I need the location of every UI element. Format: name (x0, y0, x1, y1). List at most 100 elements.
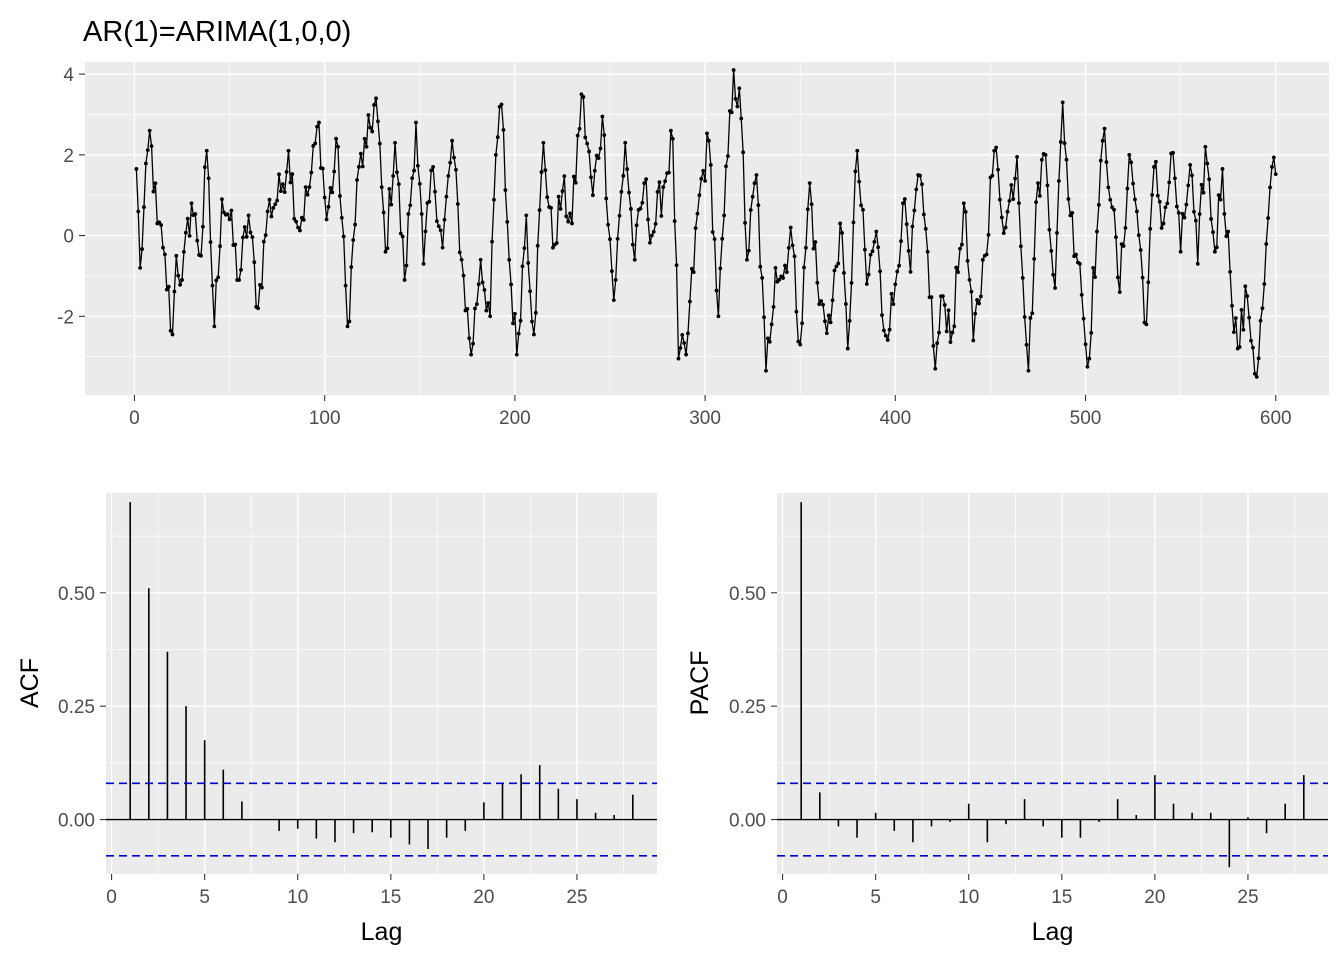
ts-point (1028, 316, 1033, 320)
ts-point (442, 217, 447, 222)
acf-x-tick-label: 20 (473, 887, 494, 908)
ts-point (1104, 160, 1109, 164)
ts-point (398, 231, 403, 236)
ts-point (845, 346, 850, 351)
ts-point (1093, 275, 1097, 280)
ts-point (309, 170, 314, 175)
ts-point (162, 252, 167, 257)
ts-point (431, 165, 435, 169)
ts-point (1030, 311, 1035, 316)
acf-x-tick-label: 25 (566, 887, 587, 908)
ts-point (512, 311, 517, 316)
ts-point (1174, 204, 1179, 209)
ts-point (474, 302, 479, 307)
ts-point (724, 164, 728, 169)
pacf-x-axis: 0 5 10 15 20 25 (777, 874, 1259, 908)
ts-point (452, 155, 456, 160)
pacf-y-axis: 0.00 0.25 0.50 (729, 584, 777, 832)
ts-point (571, 174, 576, 179)
ts-point (923, 226, 928, 231)
ts-point (722, 213, 727, 218)
ts-point (944, 329, 949, 334)
ts-point (646, 217, 650, 222)
ts-point (1173, 176, 1177, 181)
ts-point (212, 324, 217, 329)
ts-point (651, 229, 656, 234)
ts-point (946, 308, 951, 313)
ts-point (771, 304, 776, 309)
ts-point (202, 165, 207, 170)
ts-point (176, 273, 181, 278)
ts-point (1032, 256, 1037, 261)
ts-point (800, 321, 805, 326)
ts-point (240, 235, 245, 240)
ts-point (632, 257, 637, 262)
ts-point (992, 148, 997, 153)
ts-point (954, 265, 959, 270)
ts-point (802, 265, 806, 270)
ts-point (621, 173, 626, 178)
ts-point (819, 299, 824, 303)
ts-point (908, 269, 913, 274)
ts-point (748, 208, 753, 212)
ts-point (1058, 140, 1063, 144)
ts-point (773, 265, 778, 270)
ts-point (1095, 229, 1099, 234)
ts-point (575, 133, 580, 138)
ts-point (292, 216, 297, 221)
ts-point (832, 268, 837, 273)
ts-point (408, 203, 413, 208)
ts-point (661, 185, 666, 190)
ts-point (1039, 157, 1044, 162)
ts-point (870, 249, 875, 254)
ts-point (604, 196, 609, 201)
ts-point (980, 257, 985, 262)
ts-point (798, 342, 803, 347)
ts-point (216, 275, 221, 280)
ts-point (986, 232, 991, 237)
pacf-y-tick-label: 0.00 (729, 811, 766, 832)
ts-point (301, 217, 306, 222)
ts-point (710, 230, 715, 234)
ts-point (317, 120, 321, 125)
ts-point (999, 215, 1004, 220)
ts-point (275, 198, 280, 203)
ts-point (883, 333, 888, 338)
ts-point (1057, 179, 1061, 183)
ts-point (364, 144, 369, 149)
ts-point (859, 203, 863, 208)
pacf-bars (777, 502, 1328, 868)
ts-point (374, 96, 378, 101)
ts-point (625, 167, 630, 171)
ts-point (741, 150, 746, 155)
ts-point (615, 236, 620, 241)
ts-point (649, 233, 654, 238)
ts-point (161, 245, 165, 250)
ts-point (564, 214, 569, 219)
ts-point (271, 206, 276, 210)
ts-point (847, 318, 852, 323)
ts-point (921, 212, 926, 217)
ts-point (377, 141, 382, 146)
ts-point (1005, 209, 1010, 214)
ts-point (469, 352, 474, 357)
ts-point (467, 336, 472, 341)
ts-point (1178, 249, 1183, 254)
pacf-x-tick-label: 15 (1051, 887, 1072, 908)
ts-point (501, 128, 506, 132)
ts-point (250, 235, 255, 240)
ts-point (260, 285, 264, 290)
ts-point (187, 233, 192, 238)
ts-point (592, 168, 597, 173)
ts-point (1254, 374, 1259, 379)
ts-point (956, 270, 960, 275)
ts-point (345, 324, 350, 329)
ts-point (929, 295, 934, 300)
ts-point (817, 302, 822, 307)
ts-point (349, 265, 354, 269)
ts-point (558, 206, 563, 211)
ts-point (1125, 186, 1130, 191)
ts-point (509, 282, 513, 287)
ts-point (609, 269, 614, 274)
ts-point (589, 175, 593, 180)
